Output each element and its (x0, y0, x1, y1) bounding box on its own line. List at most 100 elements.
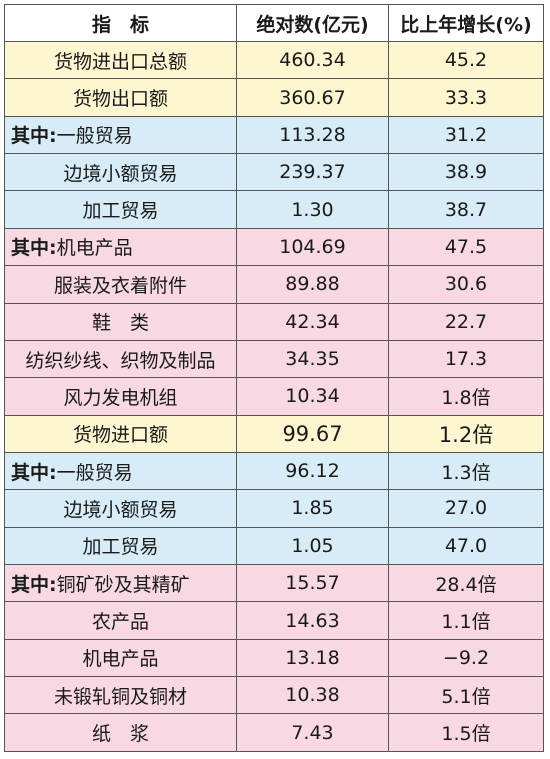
indicator-cell: 纺织纱线、织物及制品 (4, 339, 237, 379)
indicator-prefix: 其中: (11, 573, 57, 596)
absolute-value-cell: 1.30 (236, 190, 389, 229)
table-row: 边境小额贸易 1.85 27.0 (4, 489, 544, 528)
indicator-cell: 其中:一般贸易 (4, 115, 237, 155)
indicator-cell: 边境小额贸易 (4, 489, 237, 528)
indicator-label: 货物进出口总额 (53, 50, 187, 73)
table-row: 纸 浆 7.43 1.5倍 (4, 713, 544, 752)
absolute-value-cell: 34.35 (236, 339, 389, 379)
indicator-cell: 其中:机电产品 (4, 227, 237, 267)
header-row: 指 标 绝对数(亿元) 比上年增长(%) (4, 4, 544, 42)
growth-rate-cell: 5.1倍 (388, 676, 544, 715)
indicator-cell: 货物进出口总额 (4, 40, 237, 80)
table-row: 货物进出口总额 460.34 45.2 (4, 40, 544, 80)
growth-rate-cell: 1.5倍 (388, 713, 544, 752)
table-row: 货物出口额 360.67 33.3 (4, 78, 544, 117)
indicator-label: 农产品 (91, 611, 149, 634)
growth-rate-cell: 38.7 (388, 190, 544, 229)
indicator-label: 未锻轧铜及铜材 (53, 685, 187, 708)
growth-rate-cell: −9.2 (388, 638, 544, 678)
indicator-label: 货物出口额 (72, 88, 168, 111)
growth-rate-cell: 47.0 (388, 526, 544, 566)
indicator-cell: 未锻轧铜及铜材 (4, 676, 237, 715)
indicator-label: 纺织纱线、织物及制品 (25, 349, 216, 372)
growth-rate-cell: 1.2倍 (388, 414, 544, 453)
table-row: 边境小额贸易 239.37 38.9 (4, 153, 544, 192)
indicator-label: 一般贸易 (56, 461, 133, 484)
indicator-cell: 鞋 类 (4, 302, 237, 341)
header-growth-rate: 比上年增长(%) (388, 4, 544, 42)
indicator-label: 铜矿砂及其精矿 (56, 573, 190, 596)
table-row: 纺织纱线、织物及制品 34.35 17.3 (4, 339, 544, 379)
absolute-value-cell: 10.34 (236, 377, 389, 416)
growth-rate-cell: 45.2 (388, 40, 544, 80)
table-body: 货物进出口总额 460.34 45.2 货物出口额 360.67 33.3 其中:一般贸易 1… (4, 40, 544, 752)
absolute-value-cell: 14.63 (236, 601, 389, 640)
indicator-label: 纸 浆 (91, 723, 149, 746)
indicator-label: 鞋 类 (91, 312, 149, 335)
absolute-value-cell: 1.85 (236, 489, 389, 528)
indicator-cell: 机电产品 (4, 638, 237, 678)
growth-rate-cell: 28.4倍 (388, 564, 544, 603)
trade-statistics-table: 指 标 绝对数(亿元) 比上年增长(%) 货物进出口总额 460.34 45.2 货物… (4, 4, 544, 752)
indicator-prefix: 其中: (11, 461, 57, 484)
indicator-label: 边境小额贸易 (63, 162, 178, 185)
indicator-label: 一般贸易 (56, 125, 133, 148)
indicator-cell: 边境小额贸易 (4, 153, 237, 192)
table-row: 鞋 类 42.34 22.7 (4, 302, 544, 341)
indicator-cell: 纸 浆 (4, 713, 237, 752)
table-row: 机电产品 13.18 −9.2 (4, 638, 544, 678)
table-row: 其中:一般贸易 96.12 1.3倍 (4, 451, 544, 491)
indicator-label: 加工贸易 (82, 200, 159, 223)
growth-rate-cell: 22.7 (388, 302, 544, 341)
indicator-label: 货物进口额 (72, 424, 168, 447)
growth-rate-cell: 27.0 (388, 489, 544, 528)
indicator-cell: 其中:铜矿砂及其精矿 (4, 564, 237, 603)
absolute-value-cell: 7.43 (236, 713, 389, 752)
growth-rate-cell: 1.8倍 (388, 377, 544, 416)
absolute-value-cell: 360.67 (236, 78, 389, 117)
absolute-value-cell: 104.69 (236, 227, 389, 267)
indicator-prefix: 其中: (11, 125, 57, 148)
indicator-cell: 货物出口额 (4, 78, 237, 117)
absolute-value-cell: 239.37 (236, 153, 389, 192)
indicator-cell: 加工贸易 (4, 526, 237, 566)
absolute-value-cell: 15.57 (236, 564, 389, 603)
indicator-label: 服装及衣着附件 (53, 274, 187, 297)
table-row: 货物进口额 99.67 1.2倍 (4, 414, 544, 453)
indicator-label: 加工贸易 (82, 536, 159, 559)
growth-rate-cell: 33.3 (388, 78, 544, 117)
growth-rate-cell: 47.5 (388, 227, 544, 267)
growth-rate-cell: 17.3 (388, 339, 544, 379)
table-row: 加工贸易 1.30 38.7 (4, 190, 544, 229)
indicator-label: 机电产品 (56, 237, 133, 260)
absolute-value-cell: 13.18 (236, 638, 389, 678)
indicator-cell: 服装及衣着附件 (4, 265, 237, 304)
header-indicator: 指 标 (4, 4, 237, 42)
indicator-label: 风力发电机组 (63, 386, 178, 409)
growth-rate-cell: 1.1倍 (388, 601, 544, 640)
indicator-prefix: 其中: (11, 237, 57, 260)
indicator-label: 边境小额贸易 (63, 498, 178, 521)
table-row: 未锻轧铜及铜材 10.38 5.1倍 (4, 676, 544, 715)
table-row: 风力发电机组 10.34 1.8倍 (4, 377, 544, 416)
absolute-value-cell: 1.05 (236, 526, 389, 566)
indicator-cell: 农产品 (4, 601, 237, 640)
absolute-value-cell: 99.67 (236, 414, 389, 453)
absolute-value-cell: 460.34 (236, 40, 389, 80)
indicator-cell: 加工贸易 (4, 190, 237, 229)
table-row: 服装及衣着附件 89.88 30.6 (4, 265, 544, 304)
growth-rate-cell: 30.6 (388, 265, 544, 304)
table-row: 其中:一般贸易 113.28 31.2 (4, 115, 544, 155)
indicator-cell: 其中:一般贸易 (4, 451, 237, 491)
growth-rate-cell: 38.9 (388, 153, 544, 192)
absolute-value-cell: 89.88 (236, 265, 389, 304)
absolute-value-cell: 96.12 (236, 451, 389, 491)
growth-rate-cell: 31.2 (388, 115, 544, 155)
table-row: 农产品 14.63 1.1倍 (4, 601, 544, 640)
table-row: 其中:铜矿砂及其精矿 15.57 28.4倍 (4, 564, 544, 603)
indicator-cell: 风力发电机组 (4, 377, 237, 416)
growth-rate-cell: 1.3倍 (388, 451, 544, 491)
indicator-cell: 货物进口额 (4, 414, 237, 453)
table-row: 其中:机电产品 104.69 47.5 (4, 227, 544, 267)
absolute-value-cell: 42.34 (236, 302, 389, 341)
